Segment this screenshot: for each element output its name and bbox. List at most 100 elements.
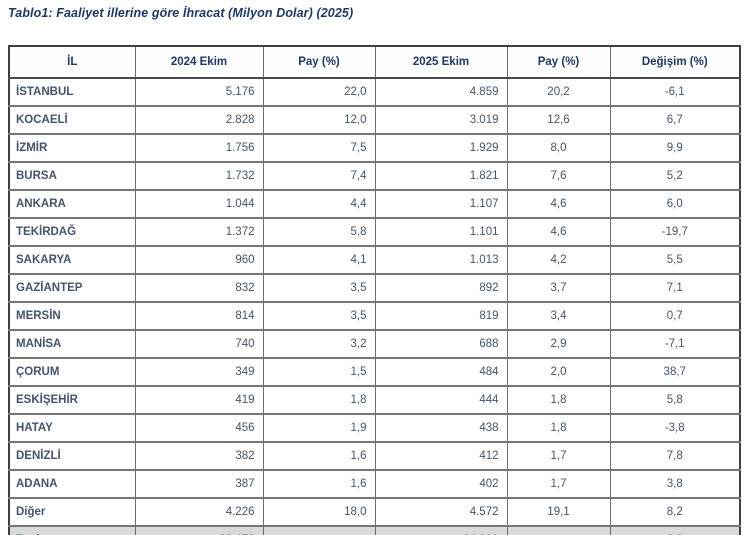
value-2025-cell: 1.821: [374, 161, 508, 191]
change-cell: 38,7: [609, 357, 741, 387]
total-pay-2025-cell: [506, 525, 611, 535]
value-2025-cell: 1.013: [374, 245, 508, 275]
table-row: TEKİRDAĞ 1.372 5,8 1.101 4,6 -19,7: [8, 217, 741, 247]
total-label-cell: Toplam: [8, 525, 136, 535]
province-cell: ÇORUM: [8, 357, 136, 387]
pay-2025-cell: 19,1: [506, 497, 611, 527]
province-cell: ESKİŞEHİR: [8, 385, 136, 415]
pay-2024-cell: 1,6: [262, 469, 376, 499]
value-2025-cell: 444: [374, 385, 508, 415]
pay-2024-cell: 3,5: [262, 301, 376, 331]
pay-2025-cell: 8,0: [506, 133, 611, 163]
pay-2024-cell: 3,5: [262, 273, 376, 303]
pay-2024-cell: 1,9: [262, 413, 376, 443]
change-cell: -7,1: [609, 329, 741, 359]
value-2025-cell: 438: [374, 413, 508, 443]
province-cell: MERSİN: [8, 301, 136, 331]
value-2024-cell: 1.372: [134, 217, 264, 247]
header-2024-ekim: 2024 Ekim: [134, 45, 264, 79]
value-2024-cell: 382: [134, 441, 264, 471]
value-2025-cell: 4.572: [374, 497, 508, 527]
province-cell: ANKARA: [8, 189, 136, 219]
value-2024-cell: 349: [134, 357, 264, 387]
value-2024-cell: 2.828: [134, 105, 264, 135]
province-cell: Diğer: [8, 497, 136, 527]
table-header-row: İL 2024 Ekim Pay (%) 2025 Ekim Pay (%) D…: [8, 45, 741, 79]
header-degisim: Değişim (%): [609, 45, 741, 79]
value-2025-cell: 3.019: [374, 105, 508, 135]
pay-2025-cell: 1,8: [506, 385, 611, 415]
value-2024-cell: 5.176: [134, 77, 264, 107]
value-2024-cell: 1.732: [134, 161, 264, 191]
change-cell: 0,7: [609, 301, 741, 331]
pay-2024-cell: 12,0: [262, 105, 376, 135]
pay-2024-cell: 1,5: [262, 357, 376, 387]
value-2024-cell: 960: [134, 245, 264, 275]
change-cell: -19,7: [609, 217, 741, 247]
pay-2024-cell: 7,5: [262, 133, 376, 163]
change-cell: 5,5: [609, 245, 741, 275]
pay-2025-cell: 1,7: [506, 441, 611, 471]
value-2025-cell: 402: [374, 469, 508, 499]
value-2024-cell: 1.756: [134, 133, 264, 163]
change-cell: -3,8: [609, 413, 741, 443]
value-2025-cell: 688: [374, 329, 508, 359]
value-2024-cell: 387: [134, 469, 264, 499]
total-value-2025-cell: 24.001: [374, 525, 508, 535]
pay-2024-cell: 1,6: [262, 441, 376, 471]
province-cell: GAZİANTEP: [8, 273, 136, 303]
table-row: DENİZLİ 382 1,6 412 1,7 7,8: [8, 441, 741, 471]
change-cell: 6,0: [609, 189, 741, 219]
total-pay-2024-cell: [262, 525, 376, 535]
table-row: BURSA 1.732 7,4 1.821 7,6 5,2: [8, 161, 741, 191]
table-row: KOCAELİ 2.828 12,0 3.019 12,6 6,7: [8, 105, 741, 135]
pay-2025-cell: 4,6: [506, 217, 611, 247]
value-2024-cell: 832: [134, 273, 264, 303]
header-pay-2025: Pay (%): [506, 45, 611, 79]
table-row: ÇORUM 349 1,5 484 2,0 38,7: [8, 357, 741, 387]
pay-2025-cell: 4,6: [506, 189, 611, 219]
change-cell: -6,1: [609, 77, 741, 107]
change-cell: 9,9: [609, 133, 741, 163]
change-cell: 5,8: [609, 385, 741, 415]
pay-2024-cell: 5,8: [262, 217, 376, 247]
change-cell: 8,2: [609, 497, 741, 527]
value-2024-cell: 4.226: [134, 497, 264, 527]
table-row: GAZİANTEP 832 3,5 892 3,7 7,1: [8, 273, 741, 303]
province-cell: DENİZLİ: [8, 441, 136, 471]
pay-2025-cell: 20,2: [506, 77, 611, 107]
value-2025-cell: 484: [374, 357, 508, 387]
province-cell: KOCAELİ: [8, 105, 136, 135]
table-row-total: Toplam 23.473 24.001 2,2: [8, 525, 741, 535]
table-row: ANKARA 1.044 4,4 1.107 4,6 6,0: [8, 189, 741, 219]
pay-2024-cell: 18,0: [262, 497, 376, 527]
table-row: MERSİN 814 3,5 819 3,4 0,7: [8, 301, 741, 331]
header-pay-2024: Pay (%): [262, 45, 376, 79]
province-cell: ADANA: [8, 469, 136, 499]
table-row: MANİSA 740 3,2 688 2,9 -7,1: [8, 329, 741, 359]
value-2024-cell: 1.044: [134, 189, 264, 219]
table-row: İZMİR 1.756 7,5 1.929 8,0 9,9: [8, 133, 741, 163]
table-row: ADANA 387 1,6 402 1,7 3,8: [8, 469, 741, 499]
value-2024-cell: 740: [134, 329, 264, 359]
total-change-cell: 2,2: [609, 525, 741, 535]
province-cell: HATAY: [8, 413, 136, 443]
value-2025-cell: 1.107: [374, 189, 508, 219]
table-row: SAKARYA 960 4,1 1.013 4,2 5,5: [8, 245, 741, 275]
province-cell: İZMİR: [8, 133, 136, 163]
pay-2025-cell: 12,6: [506, 105, 611, 135]
pay-2024-cell: 4,4: [262, 189, 376, 219]
table-row: İSTANBUL 5.176 22,0 4.859 20,2 -6,1: [8, 77, 741, 107]
header-2025-ekim: 2025 Ekim: [374, 45, 508, 79]
value-2025-cell: 1.929: [374, 133, 508, 163]
value-2024-cell: 419: [134, 385, 264, 415]
export-by-province-table: İL 2024 Ekim Pay (%) 2025 Ekim Pay (%) D…: [8, 45, 741, 535]
pay-2024-cell: 4,1: [262, 245, 376, 275]
table-title: Tablo1: Faaliyet illerine göre İhracat (…: [8, 6, 354, 20]
pay-2024-cell: 22,0: [262, 77, 376, 107]
change-cell: 6,7: [609, 105, 741, 135]
header-il: İL: [8, 45, 136, 79]
pay-2025-cell: 3,4: [506, 301, 611, 331]
pay-2025-cell: 1,8: [506, 413, 611, 443]
